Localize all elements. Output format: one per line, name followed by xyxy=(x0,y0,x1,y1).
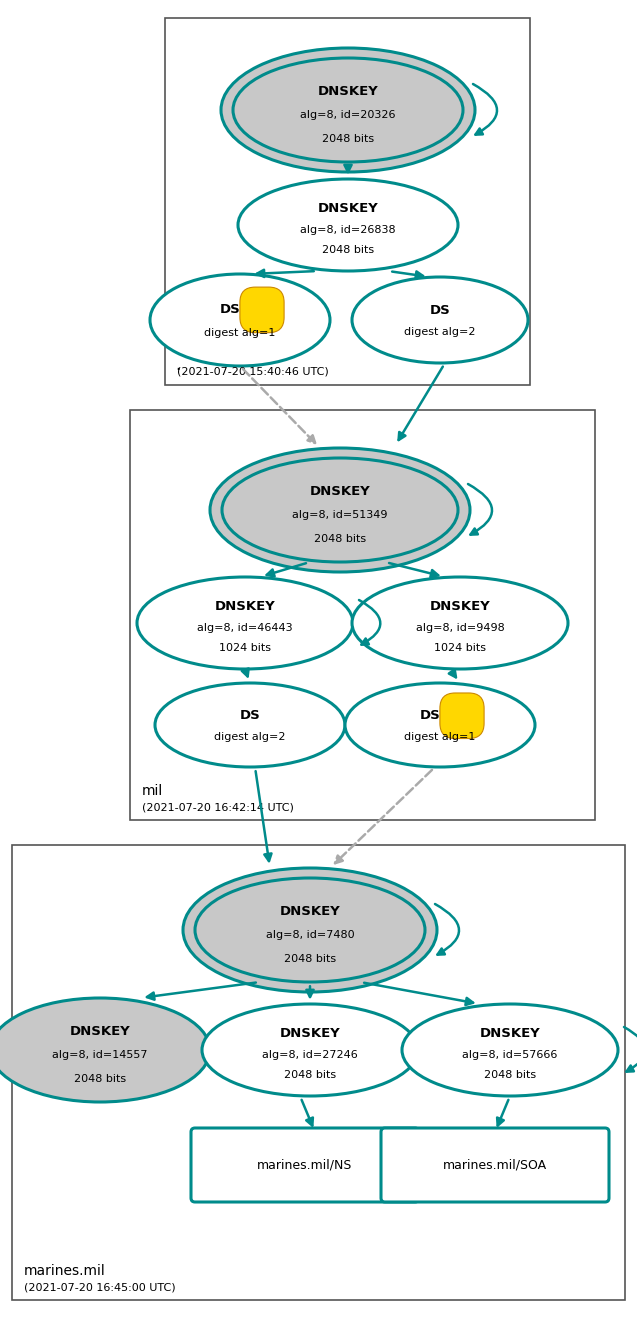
Text: DNSKEY: DNSKEY xyxy=(280,906,340,919)
Text: digest alg=1: digest alg=1 xyxy=(204,327,276,338)
Text: 2048 bits: 2048 bits xyxy=(314,533,366,544)
Ellipse shape xyxy=(137,577,353,669)
Text: 2048 bits: 2048 bits xyxy=(284,1071,336,1080)
Text: alg=8, id=9498: alg=8, id=9498 xyxy=(415,623,505,632)
Text: ⚠: ⚠ xyxy=(455,709,469,723)
Text: 2048 bits: 2048 bits xyxy=(322,133,374,144)
Text: alg=8, id=20326: alg=8, id=20326 xyxy=(300,110,396,120)
Text: 2048 bits: 2048 bits xyxy=(322,246,374,255)
FancyBboxPatch shape xyxy=(191,1129,419,1203)
Ellipse shape xyxy=(221,48,475,172)
Bar xyxy=(12,845,625,1300)
Text: digest alg=2: digest alg=2 xyxy=(214,731,286,742)
Text: (2021-07-20 16:45:00 UTC): (2021-07-20 16:45:00 UTC) xyxy=(24,1282,176,1292)
Ellipse shape xyxy=(155,682,345,767)
Bar xyxy=(130,411,595,820)
Text: .: . xyxy=(175,356,180,374)
Text: 2048 bits: 2048 bits xyxy=(484,1071,536,1080)
Text: alg=8, id=7480: alg=8, id=7480 xyxy=(266,931,354,940)
Text: 2048 bits: 2048 bits xyxy=(284,953,336,964)
Text: mil: mil xyxy=(142,784,163,799)
Text: digest alg=1: digest alg=1 xyxy=(404,731,476,742)
Text: alg=8, id=26838: alg=8, id=26838 xyxy=(300,224,396,235)
Text: marines.mil/NS: marines.mil/NS xyxy=(257,1159,353,1172)
Text: digest alg=2: digest alg=2 xyxy=(404,327,476,337)
Text: DS: DS xyxy=(220,304,240,317)
Text: 1024 bits: 1024 bits xyxy=(219,643,271,653)
Text: DS: DS xyxy=(420,709,440,722)
Ellipse shape xyxy=(195,878,425,982)
Text: DNSKEY: DNSKEY xyxy=(318,86,378,98)
Ellipse shape xyxy=(0,998,210,1102)
Text: DNSKEY: DNSKEY xyxy=(215,601,275,614)
Ellipse shape xyxy=(222,458,458,562)
Text: 1024 bits: 1024 bits xyxy=(434,643,486,653)
Ellipse shape xyxy=(345,682,535,767)
Text: DNSKEY: DNSKEY xyxy=(318,202,378,215)
FancyBboxPatch shape xyxy=(381,1129,609,1203)
Ellipse shape xyxy=(202,1005,418,1096)
Ellipse shape xyxy=(238,180,458,271)
Ellipse shape xyxy=(402,1005,618,1096)
Text: ⚠: ⚠ xyxy=(255,302,269,317)
Text: DNSKEY: DNSKEY xyxy=(429,601,490,614)
Text: (2021-07-20 16:42:14 UTC): (2021-07-20 16:42:14 UTC) xyxy=(142,803,294,812)
Text: (2021-07-20 15:40:46 UTC): (2021-07-20 15:40:46 UTC) xyxy=(177,367,329,378)
Text: alg=8, id=51349: alg=8, id=51349 xyxy=(292,511,388,520)
Ellipse shape xyxy=(210,447,470,572)
Text: alg=8, id=27246: alg=8, id=27246 xyxy=(262,1049,358,1060)
Text: DS: DS xyxy=(240,709,261,722)
Text: DNSKEY: DNSKEY xyxy=(480,1027,540,1040)
Text: DS: DS xyxy=(429,304,450,317)
Ellipse shape xyxy=(233,58,463,162)
Ellipse shape xyxy=(352,577,568,669)
Text: alg=8, id=46443: alg=8, id=46443 xyxy=(197,623,293,632)
Text: alg=8, id=14557: alg=8, id=14557 xyxy=(52,1051,148,1060)
Text: marines.mil/SOA: marines.mil/SOA xyxy=(443,1159,547,1172)
Ellipse shape xyxy=(183,869,437,993)
Text: DNSKEY: DNSKEY xyxy=(69,1026,131,1039)
Text: marines.mil: marines.mil xyxy=(24,1265,106,1278)
Text: 2048 bits: 2048 bits xyxy=(74,1073,126,1084)
Ellipse shape xyxy=(352,277,528,363)
Bar xyxy=(165,18,530,385)
Ellipse shape xyxy=(150,275,330,366)
Text: DNSKEY: DNSKEY xyxy=(280,1027,340,1040)
Text: DNSKEY: DNSKEY xyxy=(310,486,370,498)
Text: alg=8, id=57666: alg=8, id=57666 xyxy=(462,1049,557,1060)
